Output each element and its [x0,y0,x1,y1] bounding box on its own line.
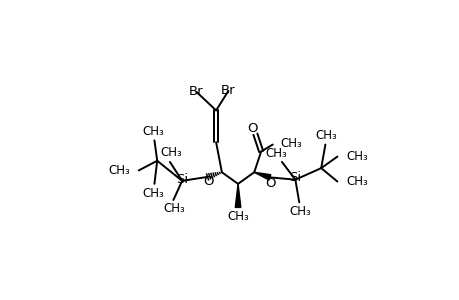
Polygon shape [254,172,270,180]
Text: CH₃: CH₃ [289,205,311,218]
Text: Si: Si [289,171,301,184]
Text: O: O [264,177,275,190]
Text: CH₃: CH₃ [142,125,164,138]
Text: CH₃: CH₃ [315,129,336,142]
Text: CH₃: CH₃ [163,202,185,215]
Text: CH₃: CH₃ [346,175,367,188]
Text: Si: Si [176,173,188,186]
Text: CH₃: CH₃ [346,150,367,163]
Polygon shape [235,184,241,207]
Text: CH₃: CH₃ [280,137,302,150]
Text: CH₃: CH₃ [227,210,248,223]
Text: O: O [203,176,213,188]
Text: Br: Br [221,85,235,98]
Text: CH₃: CH₃ [108,164,130,177]
Text: CH₃: CH₃ [142,187,164,200]
Text: O: O [247,122,257,135]
Text: Br: Br [189,85,203,98]
Text: CH₃: CH₃ [160,146,182,159]
Text: CH₃: CH₃ [265,147,286,160]
